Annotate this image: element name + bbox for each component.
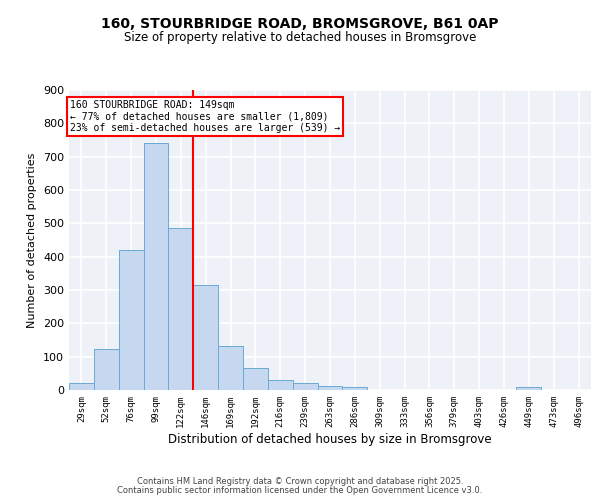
Bar (268, 380, 293, 390)
Bar (143, 144, 169, 390)
Bar (517, 388, 541, 390)
Y-axis label: Number of detached properties: Number of detached properties (28, 152, 37, 328)
Text: 160, STOURBRIDGE ROAD, BROMSGROVE, B61 0AP: 160, STOURBRIDGE ROAD, BROMSGROVE, B61 0… (101, 18, 499, 32)
Bar (69, 382, 94, 390)
Text: Contains public sector information licensed under the Open Government Licence v3: Contains public sector information licen… (118, 486, 482, 495)
Text: Contains HM Land Registry data © Crown copyright and database right 2025.: Contains HM Land Registry data © Crown c… (137, 477, 463, 486)
Bar (293, 382, 317, 390)
Bar (119, 250, 143, 390)
Bar (169, 228, 193, 390)
Text: 160 STOURBRIDGE ROAD: 149sqm
← 77% of detached houses are smaller (1,809)
23% of: 160 STOURBRIDGE ROAD: 149sqm ← 77% of de… (70, 100, 340, 133)
Bar (243, 368, 268, 390)
Text: Size of property relative to detached houses in Bromsgrove: Size of property relative to detached ho… (124, 31, 476, 44)
X-axis label: Distribution of detached houses by size in Bromsgrove: Distribution of detached houses by size … (168, 432, 492, 446)
Bar (317, 386, 343, 390)
Bar (94, 350, 119, 390)
Bar (343, 388, 367, 390)
Bar (193, 285, 218, 390)
Bar (218, 346, 243, 390)
